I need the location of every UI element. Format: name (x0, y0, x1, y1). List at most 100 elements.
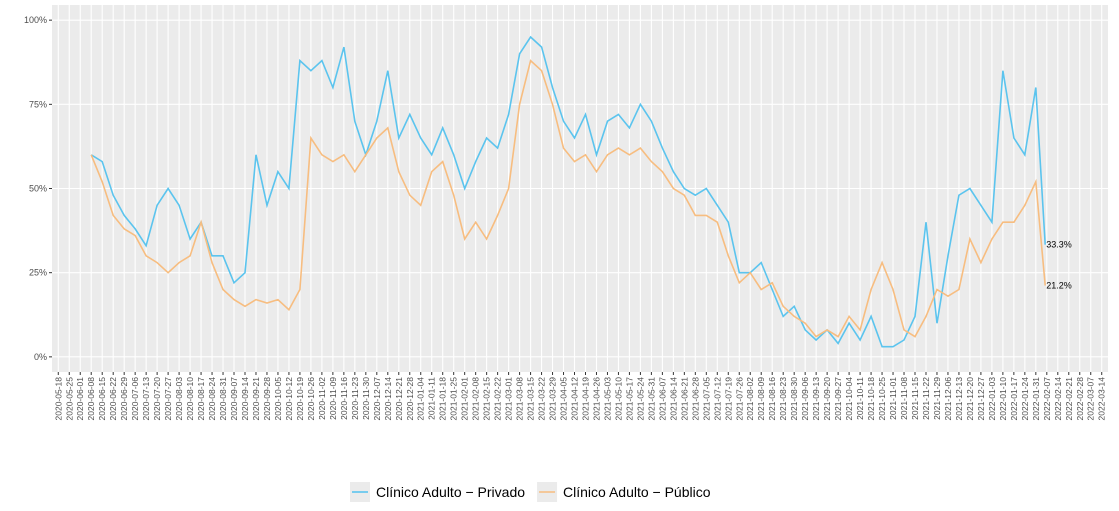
x-tick-label: 2021-07-12 (712, 377, 722, 421)
x-tick-label: 2021-05-17 (624, 377, 634, 421)
x-tick-label: 2020-08-03 (174, 377, 184, 421)
x-tick-label: 2021-09-27 (833, 377, 843, 421)
x-tick-label: 2022-03-14 (1097, 377, 1107, 421)
x-tick-label: 2021-12-13 (954, 377, 964, 421)
x-tick-label: 2020-12-28 (405, 377, 415, 421)
x-tick-label: 2021-04-19 (580, 377, 590, 421)
x-tick-label: 2020-11-30 (361, 377, 371, 420)
x-tick-label: 2021-06-28 (690, 377, 700, 421)
x-tick-label: 2020-07-13 (141, 377, 151, 421)
x-tick-label: 2021-12-20 (965, 377, 975, 421)
x-tick-label: 2022-01-10 (998, 377, 1008, 421)
x-tick-label: 2021-09-06 (800, 377, 810, 421)
x-tick-label: 2021-06-21 (679, 377, 689, 421)
x-tick-label: 2021-04-12 (570, 377, 580, 421)
x-tick-label: 2020-06-01 (75, 377, 85, 421)
y-tick-label: 25% (29, 268, 47, 278)
x-tick-label: 2020-09-14 (240, 377, 250, 421)
x-tick-label: 2020-06-15 (97, 377, 107, 421)
x-tick-label: 2021-10-25 (877, 377, 887, 421)
y-tick-label: 50% (29, 184, 47, 194)
series-line (90, 59, 1046, 338)
x-tick-label: 2020-06-08 (86, 377, 96, 421)
data-label: 33.3% (1046, 240, 1072, 250)
legend-label: Clínico Adulto − Privado (376, 484, 525, 500)
y-tick-label: 75% (29, 99, 47, 109)
x-tick-label: 2022-02-21 (1064, 377, 1074, 421)
x-tick-label: 2020-12-21 (394, 377, 404, 421)
series-line (90, 35, 1046, 348)
x-tick-label: 2021-05-10 (613, 377, 623, 421)
x-tick-label: 2021-07-05 (701, 377, 711, 421)
x-tick-label: 2020-10-12 (284, 377, 294, 421)
x-tick-label: 2021-04-05 (559, 377, 569, 421)
x-tick-label: 2020-06-22 (108, 377, 118, 421)
x-tick-label: 2021-10-04 (844, 377, 854, 421)
x-tick-label: 2021-11-15 (910, 377, 920, 420)
x-tick-label: 2022-02-07 (1042, 377, 1052, 421)
x-tick-label: 2020-09-28 (262, 377, 272, 421)
x-tick-label: 2021-03-22 (537, 377, 547, 421)
x-tick-label: 2020-07-06 (130, 377, 140, 421)
x-tick-label: 2021-12-27 (976, 377, 986, 421)
x-tick-label: 2021-03-01 (504, 377, 514, 421)
x-tick-label: 2021-05-31 (646, 377, 656, 421)
x-tick-label: 2020-08-10 (185, 377, 195, 421)
x-tick-label: 2020-12-14 (383, 377, 393, 421)
x-tick-label: 2022-01-31 (1031, 377, 1041, 421)
x-tick-label: 2021-09-13 (811, 377, 821, 421)
x-tick-label: 2021-11-01 (888, 377, 898, 420)
x-tick-label: 2021-10-11 (855, 377, 865, 420)
y-tick-label: 100% (24, 15, 47, 25)
x-tick-label: 2021-03-08 (515, 377, 525, 421)
x-tick-label: 2021-08-23 (778, 377, 788, 421)
data-label: 21.2% (1046, 280, 1072, 290)
x-tick-label: 2021-05-03 (602, 377, 612, 421)
x-tick-label: 2022-02-14 (1053, 377, 1063, 421)
x-tick-label: 2022-01-24 (1020, 377, 1030, 421)
x-tick-label: 2021-01-18 (438, 377, 448, 421)
x-tick-label: 2021-06-14 (668, 377, 678, 421)
x-tick-label: 2022-02-28 (1075, 377, 1085, 421)
x-tick-label: 2021-11-08 (899, 377, 909, 420)
x-tick-label: 2021-09-20 (822, 377, 832, 421)
x-tick-label: 2020-10-05 (273, 377, 283, 421)
x-tick-label: 2020-06-29 (119, 377, 129, 421)
x-tick-label: 2022-03-07 (1086, 377, 1096, 421)
x-tick-label: 2022-01-03 (987, 377, 997, 421)
x-tick-label: 2020-11-16 (339, 377, 349, 420)
x-tick-label: 2021-10-18 (866, 377, 876, 421)
x-tick-label: 2021-03-29 (548, 377, 558, 421)
x-tick-label: 2020-08-24 (207, 377, 217, 421)
x-tick-label: 2020-07-27 (163, 377, 173, 421)
x-tick-label: 2021-01-04 (416, 377, 426, 421)
x-tick-label: 2020-11-23 (350, 377, 360, 420)
x-tick-label: 2021-07-26 (734, 377, 744, 421)
x-tick-label: 2020-08-31 (218, 377, 228, 421)
x-tick-label: 2021-02-08 (471, 377, 481, 421)
x-tick-label: 2021-12-06 (943, 377, 953, 421)
x-tick-label: 2021-08-30 (789, 377, 799, 421)
x-tick-label: 2021-08-02 (745, 377, 755, 421)
x-tick-label: 2021-02-15 (482, 377, 492, 421)
x-tick-label: 2021-02-22 (493, 377, 503, 421)
x-tick-label: 2022-01-17 (1009, 377, 1019, 421)
x-tick-label: 2020-11-09 (328, 377, 338, 420)
x-tick-label: 2020-08-17 (196, 377, 206, 421)
y-tick-label: 0% (34, 352, 47, 362)
x-tick-label: 2020-05-18 (53, 377, 63, 421)
x-tick-label: 2020-09-07 (229, 377, 239, 421)
x-tick-label: 2021-03-15 (526, 377, 536, 421)
x-tick-label: 2021-11-22 (921, 377, 931, 420)
x-tick-label: 2020-10-19 (295, 377, 305, 421)
x-tick-label: 2021-01-25 (449, 377, 459, 421)
x-tick-label: 2021-07-19 (723, 377, 733, 421)
x-tick-label: 2021-08-16 (767, 377, 777, 421)
x-tick-label: 2020-07-20 (152, 377, 162, 421)
legend-label: Clínico Adulto − Público (563, 484, 711, 500)
x-tick-label: 2021-05-24 (635, 377, 645, 421)
x-tick-label: 2020-05-25 (64, 377, 74, 421)
x-tick-label: 2021-11-29 (932, 377, 942, 420)
x-tick-label: 2021-04-26 (591, 377, 601, 421)
